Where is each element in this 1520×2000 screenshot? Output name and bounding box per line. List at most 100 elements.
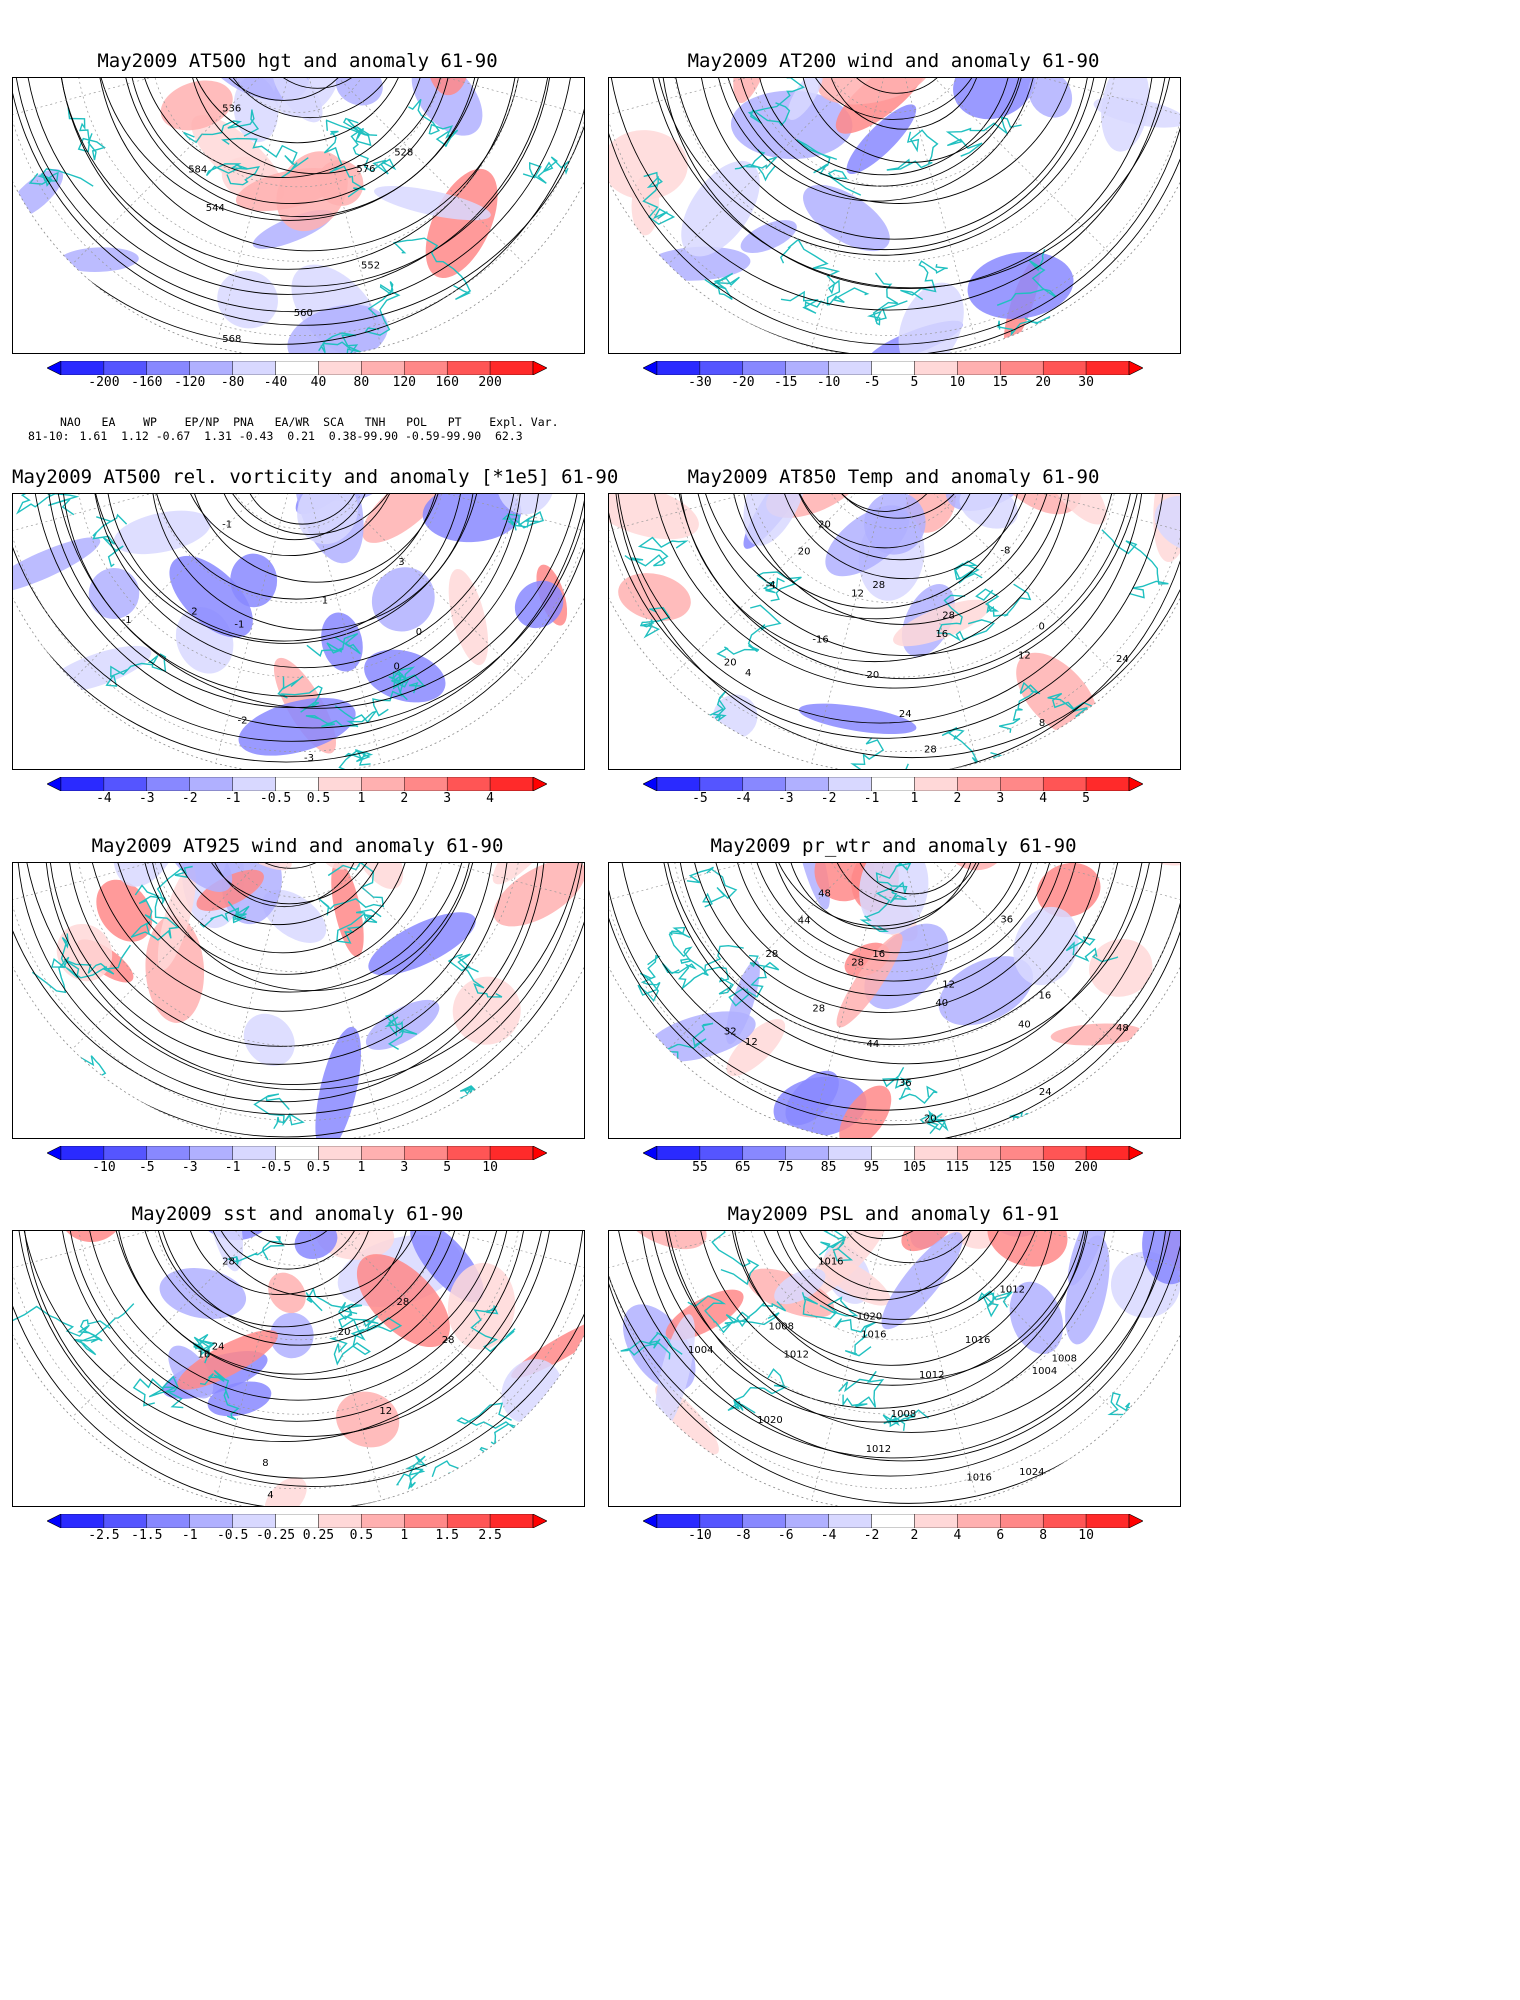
latitude-circle [819,863,970,898]
colorbar-tick-label: 120 [392,375,417,390]
colorbar-tick-label: -0.5 [259,791,292,806]
latitude-circle [74,494,523,678]
anomaly-shading [452,976,521,1045]
contour-label: 20 [798,546,811,557]
colorbar-tick-label: 10 [949,375,966,390]
anomaly-shading [230,553,278,608]
colorbar-segment [189,776,233,792]
colorbar-segment [1042,1145,1087,1161]
meridian-line [298,863,584,907]
contour-line [13,863,584,1115]
colorbar-tick-label: -5 [138,1160,155,1175]
colorbar-segment [1000,360,1044,376]
contour-label: 24 [899,709,912,720]
meridian-line [298,863,526,1050]
colorbar-tick-label: 1 [910,791,919,806]
map-panel-p5: May2009 AT925 wind and anomaly 61-90 -10-… [12,835,585,1195]
contour-label: 1 [322,595,328,606]
meridian-line [609,1231,895,1275]
contour-line [609,78,1170,311]
meridian-line [667,494,895,681]
anomaly-shading [59,247,139,272]
anomaly-shading [294,1231,338,1260]
colorbar-segment [446,1145,491,1161]
latitude-circle [223,494,374,529]
colorbar-tick-label: -3 [181,1160,198,1175]
colorbar-segment [957,360,1001,376]
coastline [661,958,709,991]
contour-line [217,494,373,541]
coastline [522,156,570,184]
colorbar-tick-label: 65 [734,1160,751,1175]
colorbar-tick-label: 3 [996,791,1005,806]
colorbar-max-arrow [1128,1513,1144,1529]
colorbar-tick-label: -5 [863,375,880,390]
anomaly-shading [177,1330,278,1390]
polar-map [608,77,1181,354]
coastline [866,272,908,326]
contour-label: 40 [935,998,948,1009]
contour-line [786,863,976,930]
meridian-line [13,494,299,538]
colorbar-tick-label: 75 [777,1160,794,1175]
coastline [721,1301,787,1330]
latitude-circle [819,78,970,113]
colorbar-tick-label: 0.5 [349,1528,374,1543]
coastline [132,1375,184,1409]
anomaly-shading [264,1477,307,1506]
colorbar-tick-label: 5 [910,375,919,390]
contour-line [615,494,1145,724]
anomaly-shading [1129,863,1180,866]
colorbar: -2.5 -1.5 -1 -0.5 -0.25 0.25 0.5 1 1.5 2.5 [46,1513,548,1543]
meridian-line [667,863,895,1050]
teleconnection-header: NAO EA WP EP/NP PNA EA/WR SCA TNH POL PT… [60,415,559,429]
contour-line [617,863,1147,1081]
contour-label: 28 [397,1297,410,1308]
contour-label: 1012 [866,1444,891,1455]
contour-line [785,1231,975,1301]
colorbar-tick-label: -40 [263,375,288,390]
colorbar-segment [1042,776,1087,792]
contour-line [609,1231,1180,1504]
contour-line [90,494,518,669]
contour-label: -2 [238,716,248,727]
colorbar-segment [699,360,744,376]
colorbar-tick-label: -0.5 [216,1528,249,1543]
anomaly-shading [654,1314,695,1433]
colorbar-tick-label: 0.25 [302,1528,335,1543]
coastline [199,1369,240,1421]
contour-label: 552 [361,261,380,272]
contour-line [790,494,980,549]
colorbar-tick-label: -8 [734,1528,751,1543]
anomaly-shading [371,567,435,632]
anomaly-shading [514,580,564,629]
contour-line [215,78,405,119]
coastline [703,944,744,995]
colorbar-segment [828,1513,872,1529]
contour-label: 20 [867,670,880,681]
anomaly-shading [422,494,522,543]
colorbar-segment [232,1145,276,1161]
colorbar-segment [189,1513,233,1529]
contour-label: 560 [294,308,313,319]
coastline [92,513,128,568]
contour-label: 16 [198,1349,211,1360]
contour-line [185,78,409,144]
colorbar-tick-label: -1 [863,791,880,806]
contour-line [93,78,487,221]
anomaly-shading [787,78,823,120]
anomaly-shading [898,282,964,353]
coastline [90,1109,161,1138]
coastline [637,954,661,1002]
anomaly-shading [113,510,211,555]
meridian-line [811,78,895,348]
map-panel-p8: May2009 PSL and anomaly 61-91 1016 1012 100… [608,1203,1181,1563]
coastline [431,1452,512,1482]
coastline [704,272,740,300]
colorbar-segment [1085,1513,1130,1529]
coastline [31,933,70,994]
meridian-line [215,78,299,348]
contour-line [89,494,483,644]
colorbar-tick-label: -10 [816,375,841,390]
contour-line [13,494,584,763]
